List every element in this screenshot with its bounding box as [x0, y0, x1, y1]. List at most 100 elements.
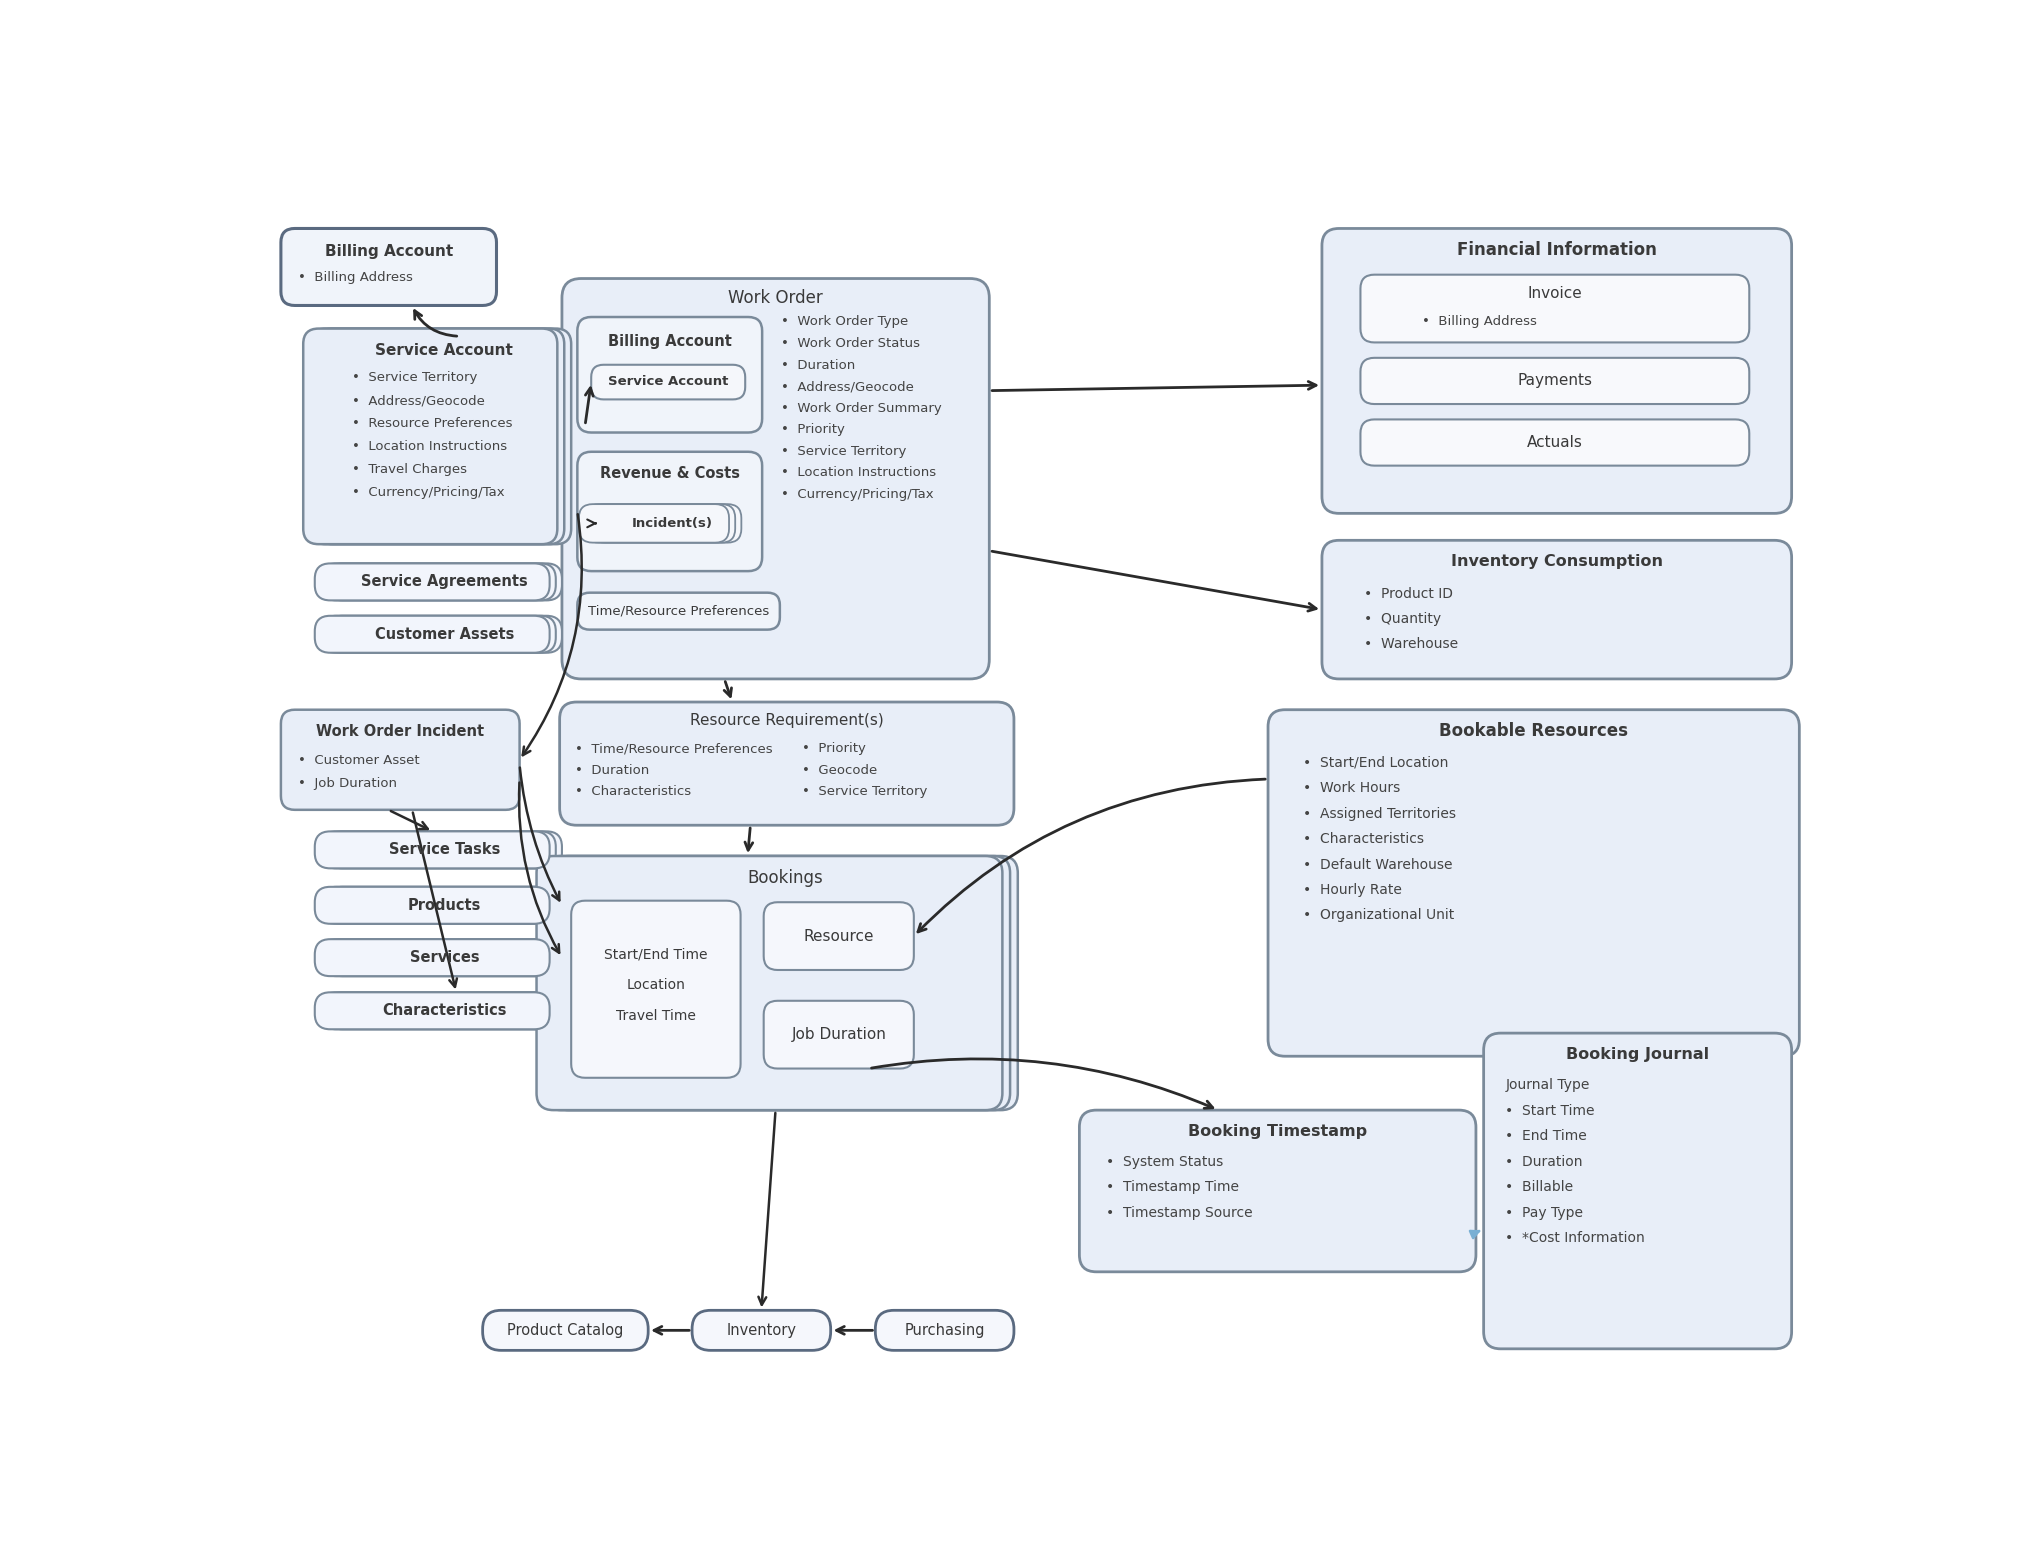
- FancyBboxPatch shape: [315, 993, 549, 1030]
- Text: •  Billable: • Billable: [1505, 1180, 1574, 1194]
- FancyBboxPatch shape: [321, 563, 555, 600]
- FancyBboxPatch shape: [327, 887, 561, 924]
- Text: Bookings: Bookings: [746, 869, 822, 887]
- FancyBboxPatch shape: [303, 329, 557, 544]
- Text: •  Geocode: • Geocode: [801, 763, 877, 777]
- Text: Billing Account: Billing Account: [325, 244, 454, 259]
- Text: Service Agreements: Service Agreements: [362, 574, 529, 589]
- Text: Job Duration: Job Duration: [791, 1027, 887, 1042]
- FancyBboxPatch shape: [692, 1311, 830, 1351]
- Text: •  Service Territory: • Service Territory: [781, 445, 907, 458]
- FancyBboxPatch shape: [315, 616, 549, 653]
- FancyBboxPatch shape: [578, 592, 779, 630]
- FancyBboxPatch shape: [315, 940, 549, 976]
- FancyBboxPatch shape: [551, 856, 1017, 1111]
- FancyBboxPatch shape: [315, 887, 549, 924]
- FancyBboxPatch shape: [327, 940, 561, 976]
- Text: Financial Information: Financial Information: [1456, 240, 1658, 259]
- Text: Service Account: Service Account: [608, 375, 728, 388]
- Text: Purchasing: Purchasing: [905, 1323, 984, 1339]
- FancyBboxPatch shape: [327, 993, 561, 1030]
- FancyBboxPatch shape: [763, 1000, 913, 1069]
- Text: •  Hourly Rate: • Hourly Rate: [1302, 883, 1401, 896]
- FancyBboxPatch shape: [1080, 1111, 1477, 1272]
- FancyBboxPatch shape: [327, 563, 561, 600]
- Text: •  Address/Geocode: • Address/Geocode: [352, 394, 484, 406]
- FancyBboxPatch shape: [875, 1311, 1013, 1351]
- Text: Work Order Incident: Work Order Incident: [315, 724, 484, 738]
- Text: •  Location Instructions: • Location Instructions: [781, 467, 936, 479]
- Text: •  Assigned Territories: • Assigned Territories: [1302, 807, 1456, 820]
- FancyBboxPatch shape: [1483, 1033, 1792, 1349]
- Text: •  Resource Preferences: • Resource Preferences: [352, 417, 513, 430]
- Text: Characteristics: Characteristics: [382, 1003, 506, 1019]
- Text: Actuals: Actuals: [1528, 434, 1582, 450]
- Text: •  Time/Resource Preferences: • Time/Resource Preferences: [576, 741, 773, 755]
- FancyBboxPatch shape: [327, 616, 561, 653]
- Text: Work Order: Work Order: [728, 288, 824, 307]
- FancyBboxPatch shape: [1322, 540, 1792, 679]
- Text: •  Customer Asset: • Customer Asset: [297, 754, 419, 768]
- FancyBboxPatch shape: [315, 831, 549, 869]
- Text: Resource: Resource: [803, 929, 875, 943]
- Text: •  Timestamp Source: • Timestamp Source: [1106, 1205, 1253, 1219]
- FancyBboxPatch shape: [572, 901, 740, 1078]
- FancyBboxPatch shape: [482, 1311, 649, 1351]
- Text: Service Account: Service Account: [374, 343, 513, 358]
- FancyBboxPatch shape: [321, 940, 555, 976]
- FancyBboxPatch shape: [561, 279, 989, 679]
- Text: •  Billing Address: • Billing Address: [297, 271, 413, 284]
- FancyBboxPatch shape: [537, 856, 1003, 1111]
- FancyBboxPatch shape: [281, 710, 519, 810]
- FancyBboxPatch shape: [321, 887, 555, 924]
- Text: Services: Services: [409, 951, 480, 965]
- Text: •  Characteristics: • Characteristics: [1302, 833, 1424, 847]
- Text: •  Timestamp Time: • Timestamp Time: [1106, 1180, 1239, 1194]
- FancyBboxPatch shape: [317, 329, 572, 544]
- Text: •  Warehouse: • Warehouse: [1365, 637, 1458, 651]
- Text: •  Work Order Type: • Work Order Type: [781, 315, 909, 329]
- Text: •  Pay Type: • Pay Type: [1505, 1205, 1582, 1219]
- FancyBboxPatch shape: [578, 451, 763, 571]
- Text: •  Organizational Unit: • Organizational Unit: [1302, 909, 1454, 923]
- Text: •  Location Instructions: • Location Instructions: [352, 440, 506, 453]
- Text: •  *Cost Information: • *Cost Information: [1505, 1231, 1646, 1245]
- Text: •  Priority: • Priority: [801, 741, 866, 755]
- Text: Start/End Time: Start/End Time: [604, 948, 708, 962]
- Text: Journal Type: Journal Type: [1505, 1078, 1589, 1092]
- FancyBboxPatch shape: [327, 831, 561, 869]
- FancyBboxPatch shape: [321, 831, 555, 869]
- Text: •  Default Warehouse: • Default Warehouse: [1302, 858, 1452, 872]
- Text: •  Characteristics: • Characteristics: [576, 785, 692, 799]
- Text: •  Product ID: • Product ID: [1365, 586, 1452, 600]
- Text: Service Tasks: Service Tasks: [388, 842, 500, 858]
- Text: Customer Assets: Customer Assets: [374, 627, 515, 642]
- Text: Travel Time: Travel Time: [616, 1010, 696, 1024]
- Text: •  Work Hours: • Work Hours: [1302, 782, 1399, 796]
- Text: •  Duration: • Duration: [1505, 1155, 1582, 1169]
- FancyBboxPatch shape: [315, 563, 549, 600]
- FancyBboxPatch shape: [281, 228, 496, 306]
- Text: Inventory: Inventory: [726, 1323, 797, 1339]
- FancyBboxPatch shape: [1361, 275, 1749, 343]
- Text: Location: Location: [626, 979, 685, 993]
- Text: Invoice: Invoice: [1528, 287, 1582, 301]
- Text: Resource Requirement(s): Resource Requirement(s): [690, 713, 883, 727]
- FancyBboxPatch shape: [592, 364, 744, 400]
- Text: •  Work Order Status: • Work Order Status: [781, 337, 921, 351]
- Text: •  Duration: • Duration: [576, 763, 649, 777]
- Text: Booking Timestamp: Booking Timestamp: [1188, 1124, 1367, 1138]
- Text: Product Catalog: Product Catalog: [506, 1323, 624, 1339]
- Text: •  End Time: • End Time: [1505, 1129, 1587, 1143]
- Text: Incident(s): Incident(s): [633, 516, 714, 530]
- Text: Billing Account: Billing Account: [608, 333, 732, 349]
- FancyBboxPatch shape: [586, 504, 734, 543]
- Text: Inventory Consumption: Inventory Consumption: [1450, 554, 1662, 569]
- FancyBboxPatch shape: [578, 316, 763, 433]
- Text: •  Work Order Summary: • Work Order Summary: [781, 402, 942, 414]
- FancyBboxPatch shape: [580, 504, 728, 543]
- Text: •  Quantity: • Quantity: [1365, 613, 1442, 627]
- FancyBboxPatch shape: [309, 329, 563, 544]
- Text: •  Start Time: • Start Time: [1505, 1104, 1595, 1118]
- Text: Payments: Payments: [1517, 374, 1593, 388]
